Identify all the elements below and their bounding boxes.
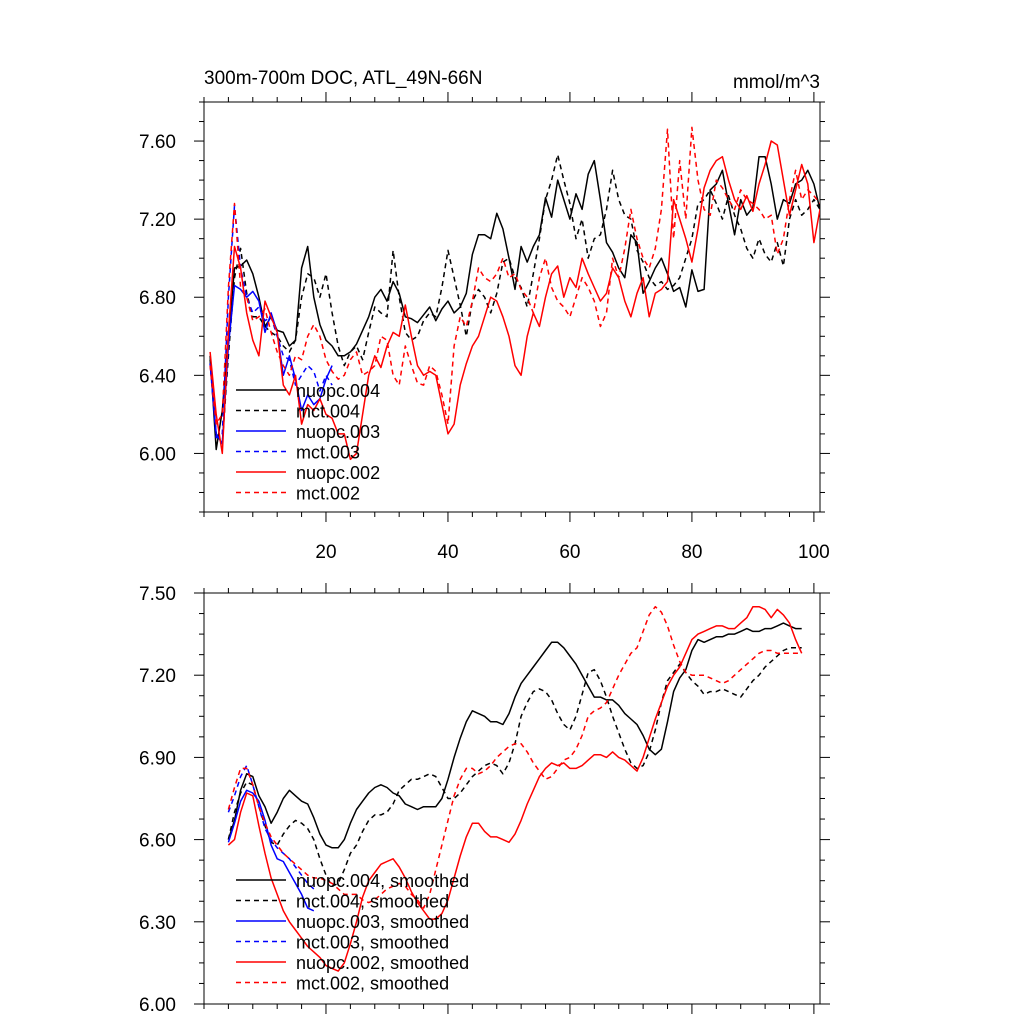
- chart-0-legend-label-nuopc-003: nuopc.003: [296, 422, 380, 442]
- chart-0-series-mct-004: [209, 153, 820, 445]
- chart-0-legend-label-mct-002: mct.002: [296, 484, 360, 504]
- chart-0-legend: nuopc.004mct.004nuopc.003mct.003nuopc.00…: [236, 381, 380, 504]
- chart-0-legend-label-nuopc-004: nuopc.004: [296, 381, 380, 401]
- chart-0-y-tick-label: 7.60: [139, 132, 176, 153]
- chart-0-x-tick-label: 80: [681, 542, 702, 563]
- chart-0-y-tick-label: 7.20: [139, 210, 176, 231]
- chart-1-y-tick-label: 6.00: [139, 995, 176, 1016]
- chart-0-units: mmol/m^3: [733, 72, 820, 93]
- chart-1-series-mct-004-smoothed: [227, 647, 802, 887]
- chart-0-legend-label-mct-003: mct.003: [296, 443, 360, 463]
- chart-1-y-tick-label: 6.60: [139, 831, 176, 852]
- chart-0-y-tick-label: 6.00: [139, 444, 176, 465]
- chart-0-x-tick-label: 100: [798, 542, 830, 563]
- chart-1-y-tick-label: 7.20: [139, 666, 176, 687]
- chart-1-y-tick-label: 6.90: [139, 748, 176, 769]
- chart-0-legend-label-mct-004: mct.004: [296, 402, 360, 422]
- chart-0-x-tick-label: 20: [315, 542, 336, 563]
- chart-1-y-tick-label: 6.30: [139, 913, 176, 934]
- chart-1-series-nuopc-003-smoothed: [227, 789, 315, 912]
- chart-0-title: 300m-700m DOC, ATL_49N-66N: [204, 68, 482, 89]
- chart-0-y-tick-label: 6.40: [139, 366, 176, 387]
- chart-0-frame: [203, 101, 821, 513]
- chart-0-series-nuopc-002: [209, 140, 820, 461]
- chart-1-series-nuopc-004-smoothed: [227, 622, 802, 849]
- chart-0-legend-label-nuopc-002: nuopc.002: [296, 463, 380, 483]
- chart-1-legend-label-mct-004-smoothed: mct.004, smoothed: [296, 892, 449, 912]
- chart-1-series-mct-002-smoothed: [227, 605, 802, 909]
- chart-0-series-mct-002: [209, 126, 820, 425]
- chart-1-legend-label-nuopc-004-smoothed: nuopc.004, smoothed: [296, 871, 469, 891]
- chart-1-series-nuopc-002-smoothed: [227, 605, 803, 972]
- chart-1-y-tick-label: 7.50: [139, 584, 176, 605]
- chart-1-series-mct-003-smoothed: [227, 764, 315, 890]
- chart-0-series-nuopc-003: [209, 284, 333, 445]
- chart-1-legend-label-nuopc-002-smoothed: nuopc.002, smoothed: [296, 953, 469, 973]
- bottom-panel: 6.00 6.30 6.60 6.90 7.20 7.50 nuopc.004, smoot…: [139, 583, 830, 1016]
- top-panel: 20 40 60 80 100 6.00 6.40 6.80 7.20 7.60 300m-700m…: [139, 68, 830, 563]
- chart-0-y-tick-label: 6.80: [139, 288, 176, 309]
- chart-1-legend-label-mct-002-smoothed: mct.002, smoothed: [296, 974, 449, 994]
- chart-0-x-tick-label: 60: [559, 542, 580, 563]
- chart-1-legend-label-nuopc-003-smoothed: nuopc.003, smoothed: [296, 912, 469, 932]
- chart-0-series-group: [209, 126, 820, 461]
- chart-0-x-tick-label: 40: [437, 542, 458, 563]
- chart-1-legend-label-mct-003-smoothed: mct.003, smoothed: [296, 933, 449, 953]
- chart-0-series-nuopc-004: [209, 155, 820, 451]
- chart-1-series-group: [227, 605, 803, 972]
